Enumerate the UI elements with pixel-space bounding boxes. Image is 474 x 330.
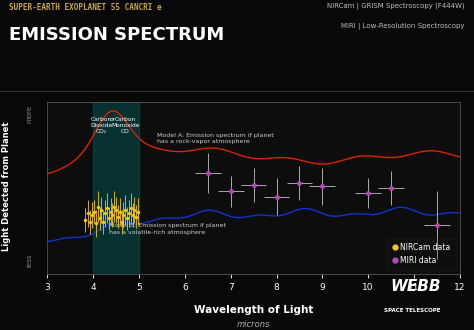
Text: SUPER-EARTH EXOPLANET 55 CANCRI e: SUPER-EARTH EXOPLANET 55 CANCRI e bbox=[9, 3, 162, 12]
Text: Model B: Emission spectrum if planet
has a volatile-rich atmosphere: Model B: Emission spectrum if planet has… bbox=[109, 223, 226, 235]
Text: microns: microns bbox=[237, 320, 270, 329]
Text: less: less bbox=[27, 254, 32, 267]
Text: Wavelength of Light: Wavelength of Light bbox=[194, 305, 313, 315]
Text: Model A: Emission spectrum if planet
has a rock-vapor atmosphere: Model A: Emission spectrum if planet has… bbox=[157, 133, 274, 144]
Text: Light Detected from Planet: Light Detected from Planet bbox=[2, 122, 11, 251]
Text: EMISSION SPECTRUM: EMISSION SPECTRUM bbox=[9, 26, 225, 45]
Text: Carbon
Dioxide
CO₂: Carbon Dioxide CO₂ bbox=[91, 117, 113, 134]
Text: more: more bbox=[27, 105, 32, 123]
Text: WEBB: WEBB bbox=[390, 279, 441, 294]
Text: NIRCam | GRISM Spectroscopy (F444W): NIRCam | GRISM Spectroscopy (F444W) bbox=[327, 3, 465, 10]
Text: Carbon
Monoxide
CO: Carbon Monoxide CO bbox=[111, 117, 139, 134]
Text: SPACE TELESCOPE: SPACE TELESCOPE bbox=[384, 309, 441, 314]
Text: or: or bbox=[110, 117, 116, 122]
Legend: NIRCam data, MIRI data: NIRCam data, MIRI data bbox=[387, 238, 456, 270]
Bar bbox=[93, 85, 139, 279]
Text: MIRI | Low-Resolution Spectroscopy: MIRI | Low-Resolution Spectroscopy bbox=[341, 23, 465, 30]
